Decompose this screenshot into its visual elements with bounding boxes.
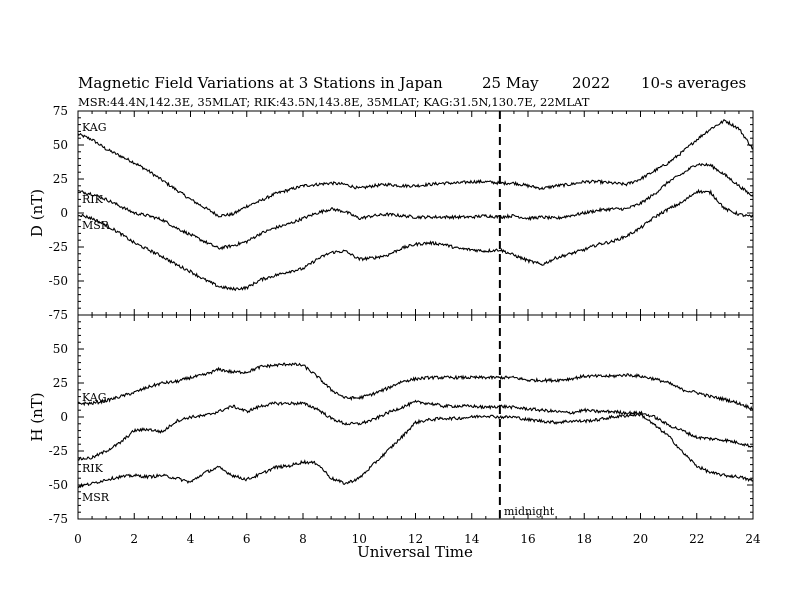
series-label-kag: KAG <box>82 121 107 134</box>
x-tick-label: 10 <box>352 532 367 546</box>
series-label-kag: KAG <box>82 391 107 404</box>
x-tick-label: 20 <box>633 532 648 546</box>
series-line-msr <box>77 188 754 292</box>
x-tick-label: 24 <box>745 532 761 546</box>
series-line-msr <box>77 411 754 489</box>
x-tick-label: 12 <box>408 532 423 546</box>
x-tick-label: 0 <box>74 532 82 546</box>
x-tick-label: 14 <box>464 532 480 546</box>
top-y-axis-label: D (nT) <box>28 189 46 237</box>
series-label-msr: MSR <box>82 219 110 232</box>
y-tick-label: 0 <box>60 206 68 220</box>
chart-marks: 75 50 25 0 -25 -50 -75 KAG RIK MSR 50 25 0 -25 -50 -75 0… <box>49 104 761 546</box>
chart-year: 2022 <box>572 74 610 92</box>
series-line-rik <box>77 399 754 461</box>
series-line-kag <box>77 362 754 411</box>
y-tick-label: -50 <box>49 274 68 288</box>
x-tick-label: 22 <box>689 532 704 546</box>
chart-title: Magnetic Field Variations at 3 Stations … <box>78 74 443 92</box>
x-tick-label: 18 <box>577 532 592 546</box>
y-tick-label: -75 <box>49 308 68 322</box>
chart-subtitle: MSR:44.4N,142.3E, 35MLAT; RIK:43.5N,143.… <box>78 95 590 109</box>
y-tick-label: -75 <box>49 512 68 526</box>
y-tick-label: 50 <box>53 342 68 356</box>
y-tick-label: 0 <box>60 410 68 424</box>
chart-averaging: 10-s averages <box>641 74 746 92</box>
top-panel-frame <box>77 110 754 316</box>
series-label-msr: MSR <box>82 491 110 504</box>
x-axis-label: Universal Time <box>357 543 473 561</box>
bottom-panel-frame <box>77 314 754 520</box>
series-label-rik: RIK <box>82 193 104 206</box>
x-tick-label: 4 <box>187 532 195 546</box>
y-tick-label: 25 <box>53 172 68 186</box>
y-tick-label: 25 <box>53 376 68 390</box>
x-tick-label: 2 <box>130 532 138 546</box>
bottom-y-axis-label: H (nT) <box>28 392 46 441</box>
x-tick-label: 6 <box>243 532 251 546</box>
midnight-annotation: midnight <box>504 505 555 518</box>
y-tick-label: -50 <box>49 478 68 492</box>
x-tick-label: 16 <box>520 532 535 546</box>
y-tick-label: -25 <box>49 240 68 254</box>
y-tick-label: 50 <box>53 138 68 152</box>
series-line-rik <box>77 162 754 251</box>
y-tick-label: 75 <box>53 104 68 118</box>
chart-date: 25 May <box>482 74 539 92</box>
y-tick-label: -25 <box>49 444 68 458</box>
x-tick-label: 8 <box>299 532 307 546</box>
series-label-rik: RIK <box>82 462 104 475</box>
series-line-kag <box>77 118 754 218</box>
